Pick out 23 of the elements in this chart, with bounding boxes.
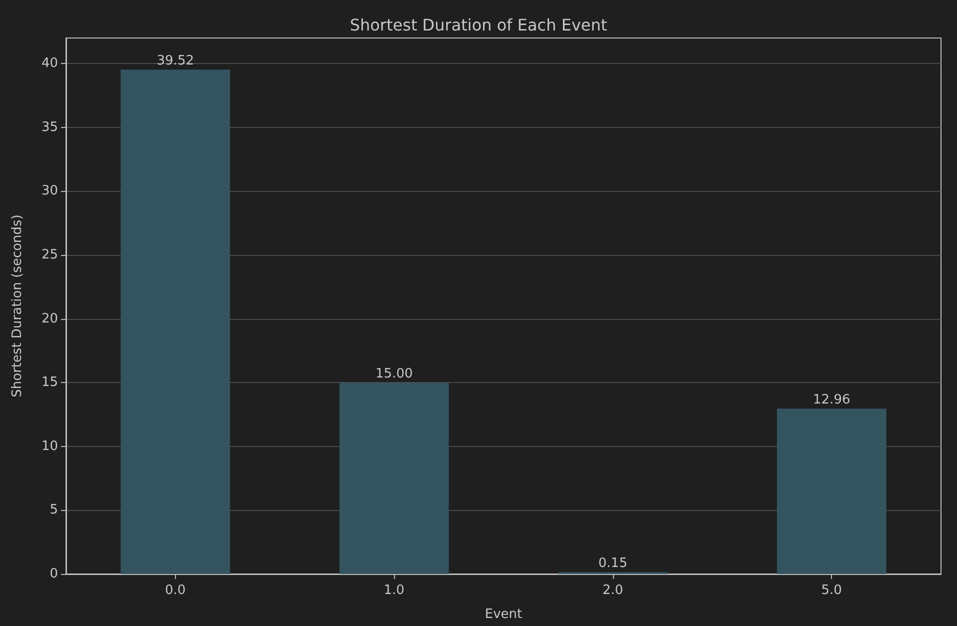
x-tick-label: 0.0 <box>165 583 186 598</box>
data-label: 12.96 <box>813 392 850 408</box>
bar <box>339 382 449 574</box>
data-label: 39.52 <box>156 54 194 69</box>
y-tick-label: 25 <box>41 247 58 262</box>
y-tick-label: 15 <box>41 375 58 390</box>
y-tick-label: 10 <box>41 438 58 454</box>
data-label: 15.00 <box>376 366 413 382</box>
y-tick-label: 0 <box>50 566 58 582</box>
y-tick-label: 40 <box>41 56 58 72</box>
y-tick-label: 35 <box>41 120 58 135</box>
y-tick-label: 20 <box>41 311 58 326</box>
y-tick-label: 30 <box>41 184 58 199</box>
bar <box>120 70 230 574</box>
y-axis-title: Shortest Duration (seconds) <box>10 214 25 398</box>
x-tick-label: 5.0 <box>821 583 842 598</box>
x-axis-title: Event <box>484 607 522 622</box>
data-label: 0.15 <box>598 556 628 572</box>
bar <box>776 408 886 574</box>
chart-title: Shortest Duration of Each Event <box>350 16 608 34</box>
y-tick-label: 5 <box>50 502 58 518</box>
x-tick-label: 2.0 <box>602 583 624 598</box>
x-tick-label: 1.0 <box>384 583 404 598</box>
